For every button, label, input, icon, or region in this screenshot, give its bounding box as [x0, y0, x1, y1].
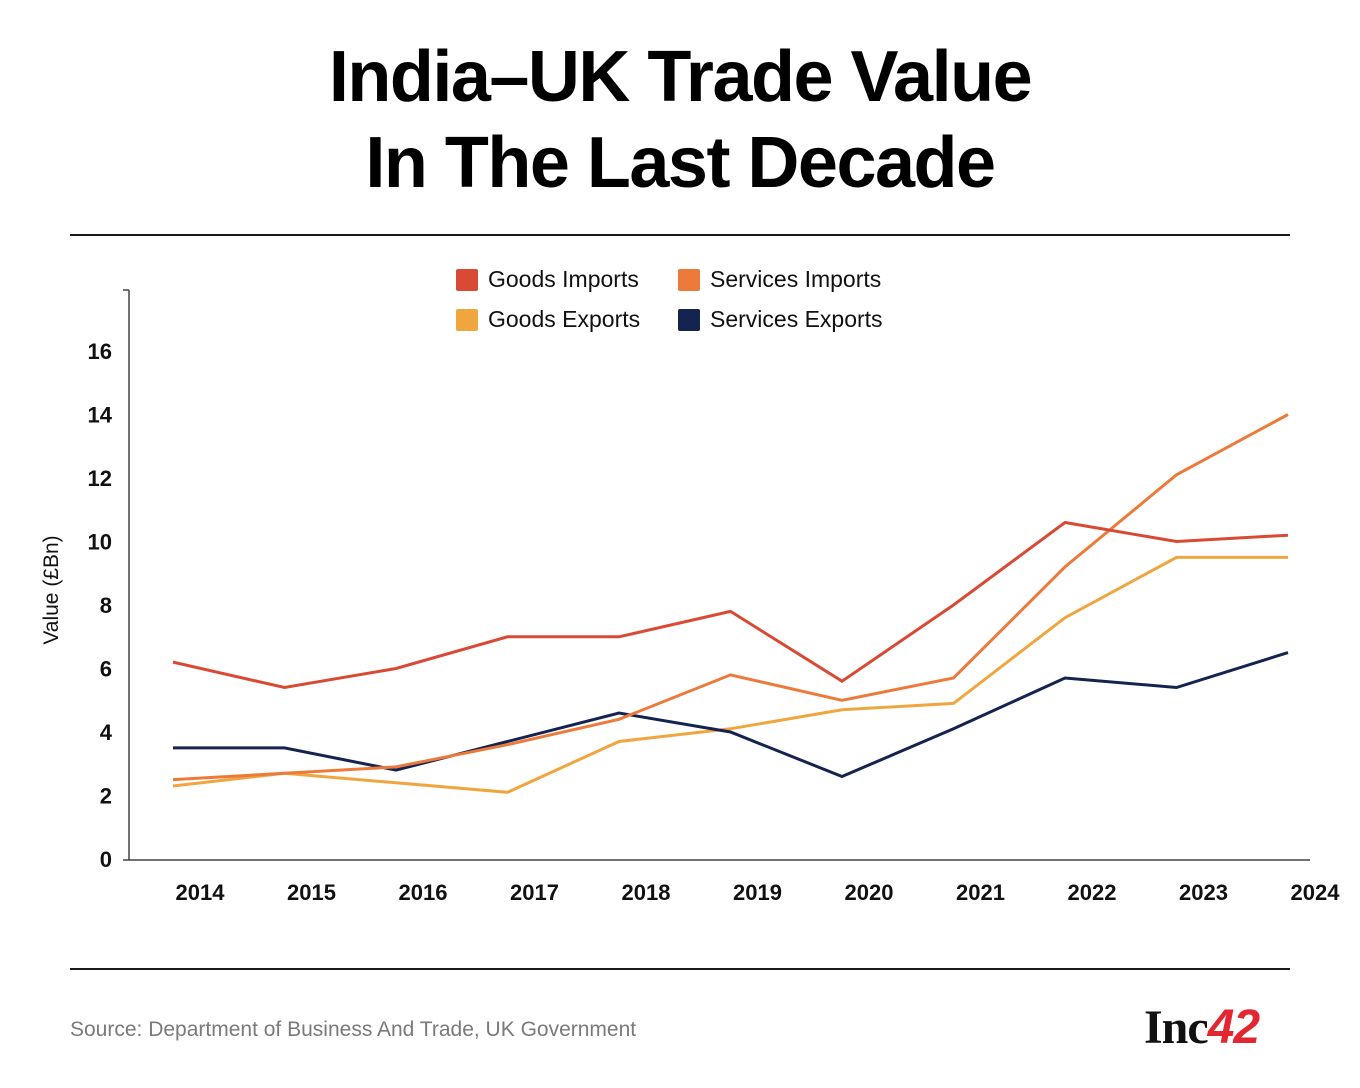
- legend-item-goods-imports: Goods Imports: [456, 266, 639, 293]
- series-line-goods-imports: [172, 520, 1289, 690]
- legend-label: Goods Exports: [488, 306, 641, 332]
- legend-swatch: [456, 308, 478, 331]
- series-line-services-imports: [172, 413, 1289, 782]
- x-tick-label: 2022: [1068, 880, 1117, 905]
- x-tick-label: 2023: [1179, 880, 1228, 905]
- axes: [123, 289, 1310, 861]
- top-divider: [70, 234, 1290, 236]
- x-tick-label: 2020: [845, 880, 894, 905]
- y-tick-label: 4: [100, 720, 113, 745]
- y-tick-label: 0: [100, 847, 112, 872]
- x-tick-label: 2015: [287, 880, 336, 905]
- bottom-divider: [70, 968, 1290, 970]
- legend-swatch: [456, 268, 478, 291]
- x-tick-label: 2024: [1291, 880, 1341, 905]
- source-note: Source: Department of Business And Trade…: [70, 1018, 637, 1041]
- series-line-goods-exports: [172, 555, 1288, 794]
- legend-swatch: [678, 308, 700, 331]
- chart-title: India–UK Trade Value In The Last Decade: [0, 34, 1360, 206]
- legend-label: Services Exports: [710, 306, 883, 332]
- y-tick-label: 12: [88, 466, 112, 491]
- legend-swatch: [678, 268, 700, 291]
- legend-item-services-exports: Services Exports: [678, 306, 883, 333]
- x-ticks: 2014 2015 2016 2017 2018 2019 2020 2021 2022 2023…: [176, 880, 1341, 905]
- y-tick-label: 8: [100, 593, 112, 618]
- x-tick-label: 2019: [733, 880, 782, 905]
- y-tick-label: 2: [100, 784, 112, 809]
- x-tick-label: 2021: [956, 880, 1005, 905]
- logo-text: Inc: [1144, 1001, 1209, 1054]
- x-tick-label: 2017: [510, 880, 559, 905]
- legend-item-services-imports: Services Imports: [678, 266, 881, 293]
- y-ticks: 0 2 4 6 8 10 12 14 16: [88, 339, 113, 872]
- logo-number: 42: [1207, 1001, 1260, 1054]
- y-tick-label: 10: [88, 530, 112, 555]
- legend-item-goods-exports: Goods Exports: [456, 306, 640, 333]
- y-tick-label: 14: [88, 403, 113, 428]
- y-tick-label: 16: [88, 339, 112, 364]
- series-line-services-exports: [173, 651, 1289, 779]
- legend-label: Services Imports: [710, 266, 882, 292]
- chart-title-line-2: In The Last Decade: [365, 123, 996, 203]
- x-tick-label: 2016: [399, 880, 448, 905]
- x-tick-label: 2014: [176, 880, 226, 905]
- y-tick-label: 6: [100, 657, 112, 682]
- series-lines: [172, 413, 1289, 794]
- inc42-logo: Inc42: [1144, 1000, 1260, 1055]
- chart-title-line-1: India–UK Trade Value: [328, 37, 1033, 117]
- legend-label: Goods Imports: [488, 266, 639, 292]
- x-tick-label: 2018: [622, 880, 671, 905]
